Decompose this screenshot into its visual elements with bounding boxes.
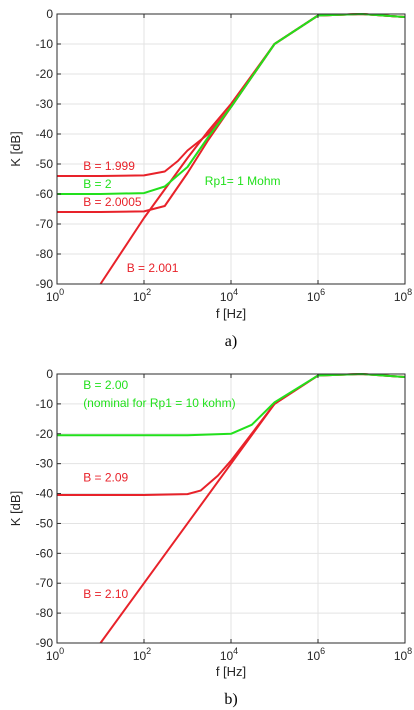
y-tick-label: 0 (46, 367, 53, 381)
x-tick-label: 100 (46, 646, 64, 663)
annotation-label: B = 1.999 (83, 159, 135, 173)
x-tick-label: 102 (133, 646, 151, 663)
annotation-label: B = 2.001 (127, 261, 179, 275)
y-tick-label: -40 (36, 127, 54, 141)
x-tick-label: 100 (46, 287, 64, 304)
y-tick-label: -10 (36, 397, 54, 411)
y-tick-label: -50 (36, 516, 54, 530)
y-tick-label: -70 (36, 217, 54, 231)
y-tick-label: -80 (36, 606, 54, 620)
y-tick-label: -20 (36, 427, 54, 441)
y-tick-label: -20 (36, 67, 54, 81)
series-line-4 (57, 13, 405, 195)
y-axis-label: K [dB] (8, 131, 23, 166)
annotation-label: B = 2 (83, 177, 112, 191)
x-axis-label: f [Hz] (216, 664, 246, 679)
x-tick-label: 108 (394, 287, 412, 304)
y-tick-label: -90 (36, 277, 54, 291)
annotation-label: (nominal for Rp1 = 10 kohm) (83, 396, 235, 410)
x-axis-label: f [Hz] (216, 306, 246, 321)
annotation-label: Rp1= 1 Mohm (205, 174, 281, 188)
y-tick-label: -90 (36, 636, 54, 650)
y-tick-label: -50 (36, 157, 54, 171)
y-tick-label: -70 (36, 576, 54, 590)
x-tick-label: 102 (133, 287, 151, 304)
x-tick-label: 106 (307, 287, 325, 304)
x-tick-label: 108 (394, 646, 412, 663)
y-tick-label: 0 (46, 7, 53, 21)
y-tick-label: -10 (36, 37, 54, 51)
panel-label: b) (224, 691, 237, 708)
annotation-label: B = 2.00 (83, 378, 128, 392)
y-tick-label: -60 (36, 187, 54, 201)
y-tick-label: -30 (36, 457, 54, 471)
annotation-label: B = 2.10 (83, 587, 128, 601)
y-tick-label: -30 (36, 97, 54, 111)
annotation-label: B = 2.0005 (83, 195, 142, 209)
annotation-label: B = 2.09 (83, 471, 128, 485)
y-tick-label: -40 (36, 487, 54, 501)
x-tick-label: 104 (220, 287, 238, 304)
x-tick-label: 106 (307, 646, 325, 663)
y-axis-label: K [dB] (8, 491, 23, 526)
panel-label: a) (225, 333, 237, 350)
x-tick-label: 104 (220, 646, 238, 663)
y-tick-label: -80 (36, 247, 54, 261)
series-line-3 (57, 373, 405, 437)
y-tick-label: -60 (36, 546, 54, 560)
